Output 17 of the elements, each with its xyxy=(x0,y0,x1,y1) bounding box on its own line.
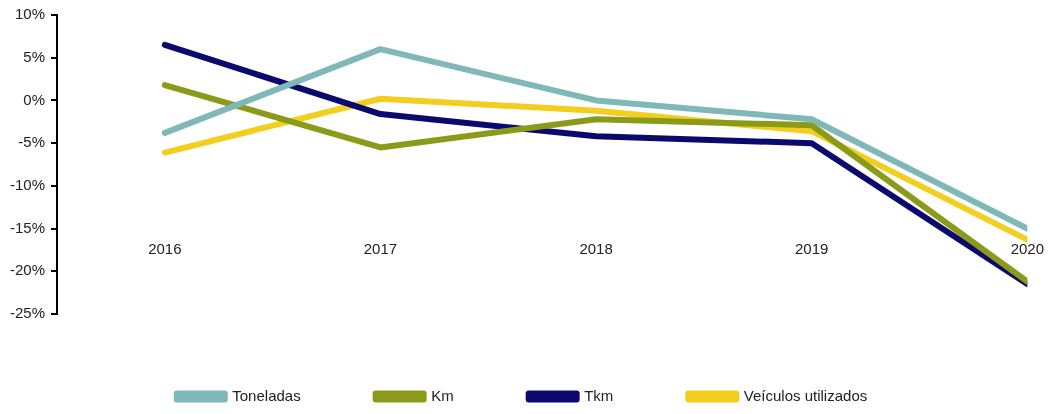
x-tick-label: 2020 xyxy=(1010,239,1044,257)
legend-label: Km xyxy=(431,386,454,404)
legend-label: Tkm xyxy=(584,386,614,404)
y-tick-label: -10% xyxy=(9,176,46,193)
y-tick-label: -5% xyxy=(18,133,46,151)
x-tick-label: 2019 xyxy=(795,239,829,257)
y-tick-label: 5% xyxy=(23,47,46,65)
x-tick-label: 2017 xyxy=(363,239,398,257)
y-tick-label: 0% xyxy=(23,90,46,108)
y-tick-label: -20% xyxy=(9,261,46,279)
y-tick-label: 10% xyxy=(14,5,46,23)
legend-label: Toneladas xyxy=(232,386,301,404)
y-tick-label: -25% xyxy=(9,304,46,322)
y-tick-label: -15% xyxy=(9,218,46,236)
x-tick-label: 2018 xyxy=(579,239,613,257)
x-tick-label: 2016 xyxy=(148,239,182,257)
legend-label: Veículos utilizados xyxy=(743,386,868,404)
